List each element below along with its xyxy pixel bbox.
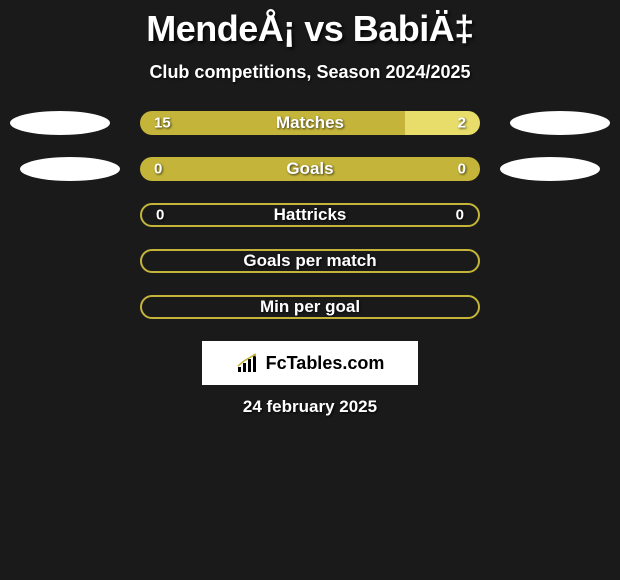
- bar-segment-right: [405, 111, 480, 135]
- stat-label: Goals per match: [243, 251, 376, 271]
- stat-label: Hattricks: [274, 205, 347, 225]
- stats-comparison-card: MendeÅ¡ vs BabiÄ‡ Club competitions, Sea…: [0, 0, 620, 417]
- player-marker-left: [20, 157, 120, 181]
- stat-row: Goals 0 0: [0, 157, 620, 181]
- bar-segment-left: [140, 111, 405, 135]
- stat-value-right: 2: [458, 115, 466, 132]
- stat-bar: Min per goal: [140, 295, 480, 319]
- player-marker-right: [500, 157, 600, 181]
- chart-icon: [236, 353, 262, 373]
- date: 24 february 2025: [243, 397, 377, 417]
- logo-text: FcTables.com: [266, 353, 385, 374]
- logo-box[interactable]: FcTables.com: [202, 341, 418, 385]
- stat-rows: Matches 15 2 Goals 0 0 Hattricks 0 0 Goals per ma…: [0, 111, 620, 319]
- player-marker-right: [510, 111, 610, 135]
- logo: FcTables.com: [236, 353, 385, 374]
- stat-value-right: 0: [458, 161, 466, 178]
- stat-label: Min per goal: [260, 297, 360, 317]
- stat-value-left: 15: [154, 115, 171, 132]
- stat-row: Goals per match: [0, 249, 620, 273]
- page-title: MendeÅ¡ vs BabiÄ‡: [146, 8, 474, 50]
- stat-value-right: 0: [456, 207, 464, 224]
- stat-label: Goals: [286, 159, 333, 179]
- page-subtitle: Club competitions, Season 2024/2025: [149, 62, 470, 83]
- stat-bar: Hattricks 0 0: [140, 203, 480, 227]
- stat-bar: Matches 15 2: [140, 111, 480, 135]
- stat-row: Matches 15 2: [0, 111, 620, 135]
- stat-bar: Goals per match: [140, 249, 480, 273]
- stat-row: Min per goal: [0, 295, 620, 319]
- stat-row: Hattricks 0 0: [0, 203, 620, 227]
- stat-value-left: 0: [156, 207, 164, 224]
- player-marker-left: [10, 111, 110, 135]
- stat-bar: Goals 0 0: [140, 157, 480, 181]
- stat-label: Matches: [276, 113, 344, 133]
- stat-value-left: 0: [154, 161, 162, 178]
